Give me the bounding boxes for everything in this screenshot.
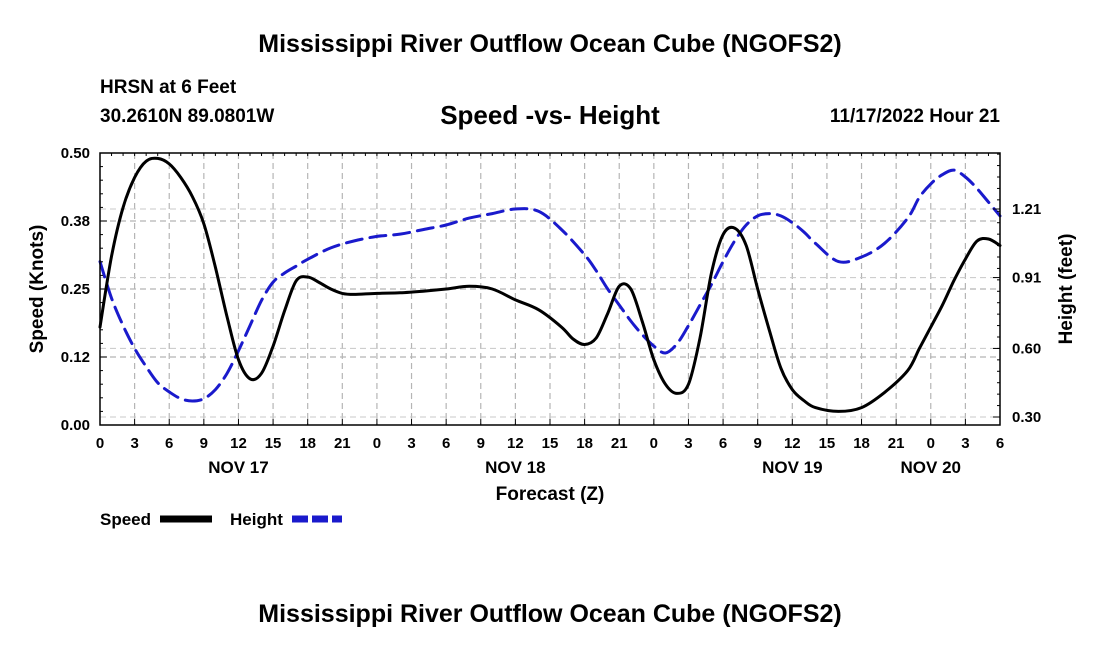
x-tick-label: 9 <box>754 435 762 452</box>
legend-label-speed: Speed <box>100 510 151 529</box>
x-tick-label: 15 <box>819 435 836 452</box>
forecast-datetime: 11/17/2022 Hour 21 <box>829 106 1000 127</box>
x-tick-label: 18 <box>853 435 870 452</box>
x-tick-label: 0 <box>373 435 381 452</box>
x-tick-label: 15 <box>542 435 559 452</box>
y-tick-label: 0.50 <box>61 145 90 162</box>
legend: Speed Height <box>100 510 342 529</box>
y-tick-label: 0.00 <box>61 417 90 434</box>
chart-subtitle: Speed -vs- Height <box>440 100 660 130</box>
x-tick-label: 9 <box>477 435 485 452</box>
x-tick-label: 3 <box>407 435 415 452</box>
date-label: NOV 20 <box>901 458 961 477</box>
axes: 0 3 6 9 12 15 18 21 0 3 6 9 12 15 18 21 0 3 6 9 12 15 18 21 0 3 6 N… <box>27 145 1077 505</box>
x-tick-label: 9 <box>200 435 208 452</box>
x-tick-label: 6 <box>165 435 173 452</box>
date-label: NOV 17 <box>208 458 268 477</box>
x-tick-label: 12 <box>507 435 524 452</box>
y2-axis-label: Height (feet) <box>1056 234 1077 345</box>
x-tick-label: 3 <box>961 435 969 452</box>
x-tick-label: 6 <box>719 435 727 452</box>
grid-lines <box>100 153 1000 425</box>
date-label: NOV 19 <box>762 458 822 477</box>
y2-tick-label: 0.91 <box>1012 270 1041 287</box>
x-tick-label: 12 <box>230 435 247 452</box>
legend-label-height: Height <box>230 510 283 529</box>
speed-height-chart: 0 3 6 9 12 15 18 21 0 3 6 9 12 15 18 21 0 3 6 9 12 15 18 21 0 3 6 N… <box>27 145 1077 529</box>
x-tick-label: 6 <box>996 435 1004 452</box>
x-tick-label: 21 <box>334 435 351 452</box>
x-tick-label: 3 <box>684 435 692 452</box>
x-tick-label: 0 <box>96 435 104 452</box>
date-label: NOV 18 <box>485 458 545 477</box>
y2-tick-label: 1.21 <box>1012 201 1041 218</box>
station-name: HRSN at 6 Feet <box>100 77 237 98</box>
x-tick-label: 15 <box>265 435 282 452</box>
y2-tick-label: 0.30 <box>1012 409 1041 426</box>
station-coordinates: 30.2610N 89.0801W <box>100 106 275 127</box>
bottom-repeated-title: Mississippi River Outflow Ocean Cube (NG… <box>258 600 842 628</box>
x-tick-label: 21 <box>888 435 905 452</box>
x-tick-label: 12 <box>784 435 801 452</box>
y2-tick-label: 0.60 <box>1012 340 1041 357</box>
x-tick-label: 21 <box>611 435 628 452</box>
y-tick-label: 0.25 <box>61 281 90 298</box>
x-tick-label: 18 <box>299 435 316 452</box>
x-tick-label: 6 <box>442 435 450 452</box>
y-axis-label: Speed (Knots) <box>27 225 48 354</box>
y-tick-label: 0.12 <box>61 349 90 366</box>
y-tick-label: 0.38 <box>61 213 90 230</box>
x-tick-label: 0 <box>927 435 935 452</box>
x-tick-label: 3 <box>130 435 138 452</box>
data-series <box>98 156 1002 413</box>
x-axis-label: Forecast (Z) <box>496 484 605 505</box>
chart-main-title: Mississippi River Outflow Ocean Cube (NG… <box>258 30 842 58</box>
x-tick-label: 0 <box>650 435 658 452</box>
height-series-line <box>98 168 1002 403</box>
speed-series-line <box>98 156 1002 413</box>
x-tick-label: 18 <box>576 435 593 452</box>
